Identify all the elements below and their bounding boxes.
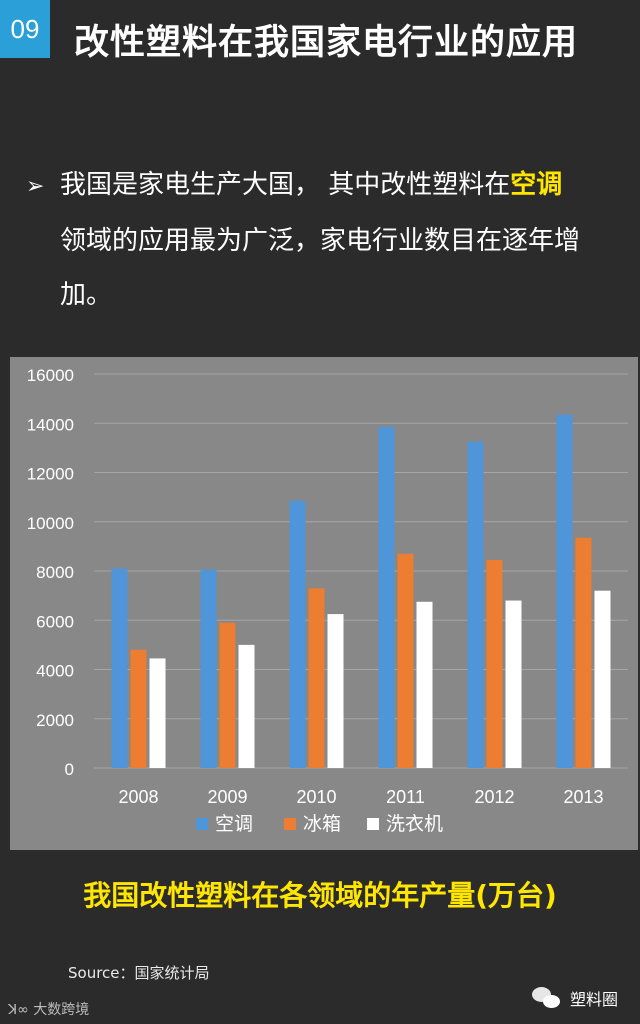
page-title: 改性塑料在我国家电行业的应用: [74, 23, 579, 63]
source-note: Source：国家统计局: [68, 964, 210, 982]
y-tick-label: 0: [65, 760, 74, 779]
watermark-right-text: 塑料圈: [569, 990, 618, 1009]
watermark-left-text: 大数跨境: [33, 1002, 90, 1018]
arrow-bullet-icon: ➢: [26, 174, 45, 199]
bar-2009-0: [200, 569, 217, 768]
y-tick-label: 6000: [36, 612, 74, 631]
y-tick-label: 14000: [27, 415, 74, 434]
brand-logo-icon: ꓘ∞: [8, 1002, 34, 1018]
x-tick-label: 2012: [474, 787, 514, 807]
chart-caption: 我国改性塑料在各领域的年产量(万台): [83, 879, 557, 912]
bullet-line1: 我国是家电生产大国， 其中改性塑料在: [60, 170, 511, 200]
watermark-right: 塑料圈: [531, 986, 618, 1010]
bar-2013-0: [556, 414, 573, 768]
y-tick-label: 2000: [36, 711, 74, 730]
bullet-line2: 领域的应用最为广泛，家电行业数目在逐年增: [60, 226, 581, 256]
bar-2010-0: [289, 500, 306, 768]
bar-2011-1: [397, 553, 414, 768]
legend-swatch-1: [284, 818, 296, 830]
y-tick-label: 10000: [27, 514, 74, 533]
bar-2010-2: [327, 614, 344, 768]
bar-2011-0: [378, 426, 395, 768]
bar-2012-0: [467, 441, 484, 768]
legend-swatch-2: [367, 818, 379, 830]
legend-label-1: 冰箱: [303, 813, 341, 835]
bullet-highlight: 空调: [510, 170, 563, 200]
bar-2009-2: [238, 644, 255, 768]
wechat-icon: [531, 987, 562, 1009]
x-tick-label: 2010: [296, 787, 336, 807]
y-tick-label: 12000: [27, 465, 74, 484]
chart-panel: 0 2000 4000 6000 8000 10000 12000 14000 16000 200…: [10, 357, 638, 850]
watermark-left: ꓘ∞ 大数跨境: [8, 999, 89, 1019]
bar-2010-1: [308, 588, 325, 768]
y-tick-label: 16000: [27, 366, 74, 385]
bar-2013-1: [575, 537, 592, 768]
x-tick-label: 2009: [207, 787, 247, 807]
legend-label-2: 洗衣机: [386, 813, 443, 835]
y-tick-label: 4000: [36, 662, 74, 681]
bar-2012-2: [505, 600, 522, 768]
bar-2008-2: [149, 658, 166, 768]
bar-2009-1: [219, 622, 236, 768]
x-tick-label: 2013: [563, 787, 603, 807]
bar-chart: 0 2000 4000 6000 8000 10000 12000 14000 16000 200…: [27, 366, 628, 835]
bar-2008-0: [111, 568, 128, 768]
y-tick-label: 8000: [36, 563, 74, 582]
x-tick-label: 2011: [386, 787, 425, 807]
bar-2008-1: [130, 649, 147, 768]
bullet-text: ➢ 我国是家电生产大国， 其中改性塑料在空调 领域的应用最为广泛，家电行业数目在逐…: [26, 158, 626, 322]
bar-2013-2: [594, 590, 611, 768]
bullet-line3: 加。: [60, 280, 113, 310]
bar-2011-2: [416, 601, 433, 768]
x-tick-label: 2008: [118, 787, 158, 807]
bar-2012-1: [486, 559, 503, 768]
legend-swatch-0: [196, 818, 208, 830]
legend-label-0: 空调: [215, 813, 253, 835]
section-number: 09: [0, 0, 50, 58]
